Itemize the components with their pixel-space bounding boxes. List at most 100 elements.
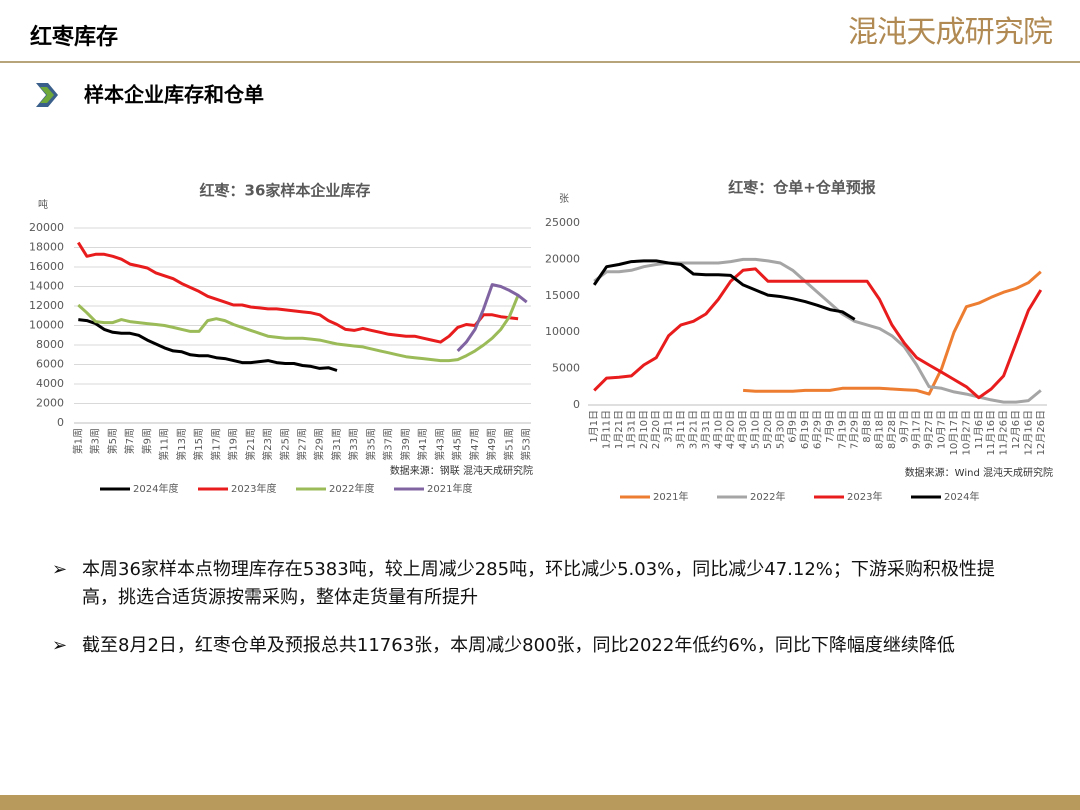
y-axis-unit: 吨 xyxy=(38,198,48,211)
x-tick-label: 第5周 xyxy=(106,428,119,454)
x-tick-label: 第53周 xyxy=(520,428,533,461)
x-tick-label: 3月21日 xyxy=(687,410,699,449)
x-tick-label: 第31周 xyxy=(330,428,343,461)
legend-label: 2023年 xyxy=(847,490,882,503)
x-tick-label: 8月8日 xyxy=(861,410,873,443)
x-tick-label: 10月7日 xyxy=(936,410,948,449)
x-tick-label: 第37周 xyxy=(382,428,395,461)
y-tick-label: 20000 xyxy=(29,221,64,234)
x-tick-label: 第29周 xyxy=(313,428,326,461)
x-tick-label: 第23周 xyxy=(261,428,274,461)
series-line xyxy=(77,241,519,344)
x-tick-label: 第35周 xyxy=(364,428,377,461)
footer-bar xyxy=(0,795,1080,810)
source-note: 数据来源：Wind 混沌天成研究院 xyxy=(905,466,1053,479)
x-tick-label: 1月31日 xyxy=(625,410,637,449)
y-tick-label: 16000 xyxy=(29,260,64,273)
x-tick-label: 6月19日 xyxy=(799,410,811,449)
x-tick-label: 12月16日 xyxy=(1022,410,1034,455)
x-tick-label: 第49周 xyxy=(485,428,498,461)
x-tick-label: 第39周 xyxy=(399,428,412,461)
x-tick-label: 1月11日 xyxy=(601,410,613,449)
bullet: ➢ 本周36家样本点物理库存在5383吨，较上周减少285吨，环比减少5.03%，… xyxy=(52,556,1002,612)
x-tick-label: 第33周 xyxy=(347,428,360,461)
y-tick-label: 6000 xyxy=(36,358,64,371)
x-tick-label: 第9周 xyxy=(140,428,153,454)
source-note: 数据来源：钢联 混沌天成研究院 xyxy=(390,464,533,477)
legend-label: 2023年度 xyxy=(231,482,276,495)
x-tick-label: 第25周 xyxy=(278,428,291,461)
series-line xyxy=(77,294,520,363)
x-tick-label: 3月11日 xyxy=(675,410,687,449)
y-tick-label: 8000 xyxy=(36,338,64,351)
y-axis-unit: 张 xyxy=(559,193,569,205)
series-line xyxy=(743,270,1042,396)
bullet-text: 本周36家样本点物理库存在5383吨，较上周减少285吨，环比减少5.03%，同… xyxy=(82,559,995,608)
y-tick-label: 0 xyxy=(573,398,580,411)
series-line xyxy=(456,283,528,352)
y-tick-label: 0 xyxy=(57,416,64,429)
x-tick-label: 5月30日 xyxy=(774,410,786,449)
x-tick-label: 第15周 xyxy=(192,428,205,461)
x-tick-label: 4月30日 xyxy=(737,410,749,449)
series-line xyxy=(78,318,338,372)
legend-label: 2024年 xyxy=(944,490,979,503)
x-tick-label: 8月28日 xyxy=(886,410,898,449)
series-line xyxy=(593,267,1043,400)
bullet: ➢ 截至8月2日，红枣仓单及预报总共11763张，本周减少800张，同比2022年… xyxy=(52,632,1002,660)
x-tick-label: 12月26日 xyxy=(1035,410,1047,455)
x-tick-label: 3月31日 xyxy=(700,410,712,449)
x-tick-label: 11月26日 xyxy=(998,410,1010,455)
x-tick-label: 11月16日 xyxy=(985,410,997,455)
bullet-text: 截至8月2日，红枣仓单及预报总共11763张，本周减少800张，同比2022年低… xyxy=(82,635,955,656)
y-tick-label: 12000 xyxy=(29,299,64,312)
x-tick-label: 9月27日 xyxy=(923,410,935,449)
x-tick-label: 7月29日 xyxy=(849,410,861,449)
y-tick-label: 5000 xyxy=(552,362,580,375)
x-tick-label: 第41周 xyxy=(416,428,429,461)
x-tick-label: 7月9日 xyxy=(824,410,836,443)
x-tick-label: 4月20日 xyxy=(725,410,737,449)
section-title: 样本企业库存和仓单 xyxy=(84,83,264,107)
x-tick-label: 第27周 xyxy=(296,428,309,461)
x-tick-label: 第43周 xyxy=(433,428,446,461)
logo: 混沌天成研究院 xyxy=(848,15,1053,50)
y-tick-label: 25000 xyxy=(545,216,580,229)
legend-label: 2024年度 xyxy=(133,482,178,495)
y-tick-label: 10000 xyxy=(29,319,64,332)
x-tick-label: 10月27日 xyxy=(960,410,972,455)
x-tick-label: 第45周 xyxy=(451,428,464,461)
chart-title: 红枣：仓单+仓单预报 xyxy=(728,179,876,197)
x-tick-label: 9月17日 xyxy=(911,410,923,449)
x-tick-label: 第3周 xyxy=(89,428,102,454)
x-tick-label: 5月10日 xyxy=(749,410,761,449)
legend-label: 2022年度 xyxy=(329,482,374,495)
y-tick-label: 20000 xyxy=(545,252,580,265)
x-tick-label: 1月21日 xyxy=(613,410,625,449)
x-tick-label: 7月19日 xyxy=(836,410,848,449)
x-tick-label: 3月1日 xyxy=(663,410,675,443)
x-tick-label: 11月6日 xyxy=(973,410,985,449)
x-tick-label: 10月17日 xyxy=(948,410,960,455)
x-tick-label: 12月6日 xyxy=(1010,410,1022,449)
y-tick-label: 14000 xyxy=(29,280,64,293)
chart-title: 红枣：36家样本企业库存 xyxy=(200,182,371,200)
x-tick-label: 第19周 xyxy=(227,428,240,461)
x-tick-label: 8月18日 xyxy=(874,410,886,449)
x-tick-label: 第51周 xyxy=(502,428,515,461)
x-tick-label: 2月10日 xyxy=(638,410,650,449)
x-tick-label: 4月10日 xyxy=(712,410,724,449)
legend-label: 2022年 xyxy=(750,490,785,503)
header-title: 红枣库存 xyxy=(30,24,118,50)
series-line xyxy=(592,259,856,321)
y-tick-label: 2000 xyxy=(36,397,64,410)
x-tick-label: 5月20日 xyxy=(762,410,774,449)
x-tick-label: 6月9日 xyxy=(787,410,799,443)
x-tick-label: 9月7日 xyxy=(898,410,910,443)
x-tick-label: 1月1日 xyxy=(588,410,600,443)
arrow-icon-inner xyxy=(40,87,54,103)
x-tick-label: 第1周 xyxy=(71,428,84,454)
x-tick-label: 第47周 xyxy=(468,428,481,461)
